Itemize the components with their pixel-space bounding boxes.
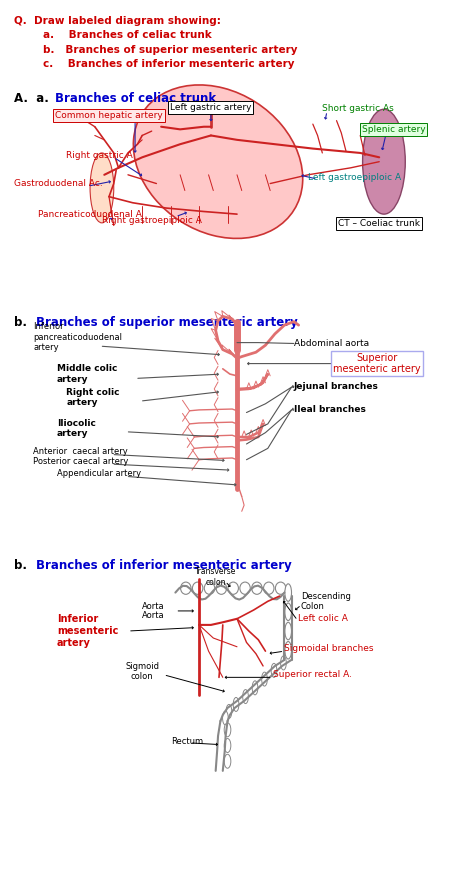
Text: Sigmoid
colon: Sigmoid colon: [125, 662, 159, 681]
Text: Gastroduodenal Ac.: Gastroduodenal Ac.: [14, 179, 103, 188]
Text: b.: b.: [14, 316, 27, 329]
Ellipse shape: [363, 109, 405, 214]
Ellipse shape: [240, 582, 250, 594]
Text: Inferior
pancreaticoduodenal
artery: Inferior pancreaticoduodenal artery: [33, 323, 122, 352]
Text: Pancreaticoduodenal A: Pancreaticoduodenal A: [38, 210, 142, 218]
Text: Splenic artery: Splenic artery: [362, 125, 425, 134]
Text: Jejunal branches: Jejunal branches: [294, 382, 379, 391]
Text: Superior rectal A.: Superior rectal A.: [273, 670, 352, 679]
Ellipse shape: [243, 690, 248, 704]
Ellipse shape: [252, 681, 258, 695]
Text: Posterior caecal artery: Posterior caecal artery: [33, 457, 128, 466]
Ellipse shape: [264, 582, 274, 594]
Text: Q.  Draw labeled diagram showing:: Q. Draw labeled diagram showing:: [14, 16, 221, 25]
Text: Short gastric As: Short gastric As: [322, 104, 394, 113]
Text: Branches of superior mesenteric artery: Branches of superior mesenteric artery: [36, 316, 297, 329]
Ellipse shape: [281, 656, 286, 669]
Ellipse shape: [133, 85, 303, 239]
Ellipse shape: [204, 582, 215, 594]
Ellipse shape: [228, 582, 238, 594]
Text: Branches of inferior mesenteric artery: Branches of inferior mesenteric artery: [36, 559, 292, 572]
Ellipse shape: [216, 582, 227, 594]
Text: a.    Branches of celiac trunk: a. Branches of celiac trunk: [43, 30, 211, 39]
Ellipse shape: [224, 754, 231, 768]
Text: b.: b.: [14, 559, 27, 572]
Ellipse shape: [224, 723, 231, 737]
Ellipse shape: [224, 739, 231, 753]
Text: Branches of celiac trunk: Branches of celiac trunk: [55, 92, 216, 105]
Text: Middle colic
artery: Middle colic artery: [57, 364, 117, 384]
Text: Aorta: Aorta: [142, 602, 165, 611]
Ellipse shape: [285, 603, 292, 621]
Ellipse shape: [233, 697, 239, 711]
Ellipse shape: [252, 582, 262, 594]
Text: b.   Branches of superior mesenteric artery: b. Branches of superior mesenteric arter…: [43, 45, 297, 54]
Ellipse shape: [275, 582, 286, 594]
Text: Abdominal aorta: Abdominal aorta: [294, 339, 369, 348]
Ellipse shape: [223, 711, 228, 725]
Text: Left gastric artery: Left gastric artery: [170, 103, 252, 112]
Ellipse shape: [285, 642, 292, 659]
Text: Ileal branches: Ileal branches: [294, 405, 366, 413]
Ellipse shape: [285, 584, 292, 601]
Text: Left colic A: Left colic A: [298, 614, 347, 623]
Text: Aorta: Aorta: [142, 611, 165, 620]
Text: Left gastroepiploic A: Left gastroepiploic A: [308, 173, 401, 182]
Text: Iliocolic
artery: Iliocolic artery: [57, 419, 96, 438]
Ellipse shape: [90, 153, 114, 223]
Text: Right gastric A: Right gastric A: [66, 151, 133, 160]
Text: Superior
mesenteric artery: Superior mesenteric artery: [333, 353, 420, 374]
Text: Inferior
mesenteric
artery: Inferior mesenteric artery: [57, 614, 118, 648]
Text: Appendicular artery: Appendicular artery: [57, 469, 141, 478]
Text: A.  a.: A. a.: [14, 92, 49, 105]
Ellipse shape: [285, 622, 292, 640]
Text: Anterior  caecal artery: Anterior caecal artery: [33, 447, 128, 456]
Text: Sigmoidal branches: Sigmoidal branches: [284, 644, 374, 653]
Text: CT – Coeliac trunk: CT – Coeliac trunk: [338, 219, 420, 228]
Ellipse shape: [271, 663, 277, 677]
Text: Right colic
artery: Right colic artery: [66, 388, 120, 407]
Text: Common hepatic artery: Common hepatic artery: [55, 111, 163, 120]
Ellipse shape: [226, 704, 232, 718]
Text: c.    Branches of inferior mesenteric artery: c. Branches of inferior mesenteric arter…: [43, 59, 294, 69]
Text: Right gastroepiploic A: Right gastroepiploic A: [102, 216, 201, 225]
Ellipse shape: [262, 672, 267, 686]
Text: Descending
Colon: Descending Colon: [301, 592, 351, 611]
Text: Transverse
colon: Transverse colon: [195, 567, 237, 586]
Ellipse shape: [192, 582, 203, 594]
Text: Rectum: Rectum: [171, 737, 203, 746]
Ellipse shape: [181, 582, 191, 594]
